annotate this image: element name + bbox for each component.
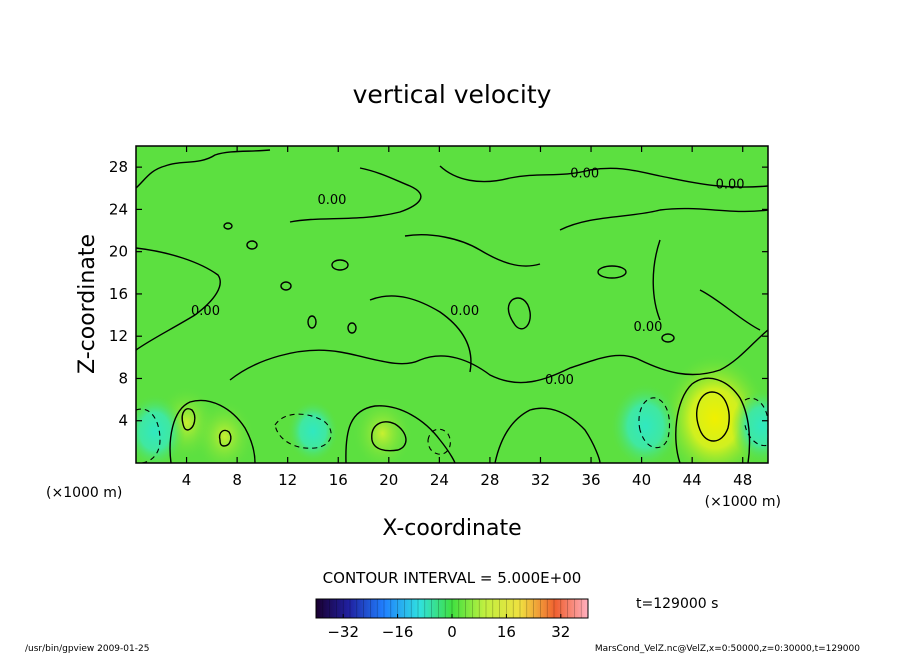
y-tick-label: 4	[118, 412, 128, 430]
x-tick-label: 48	[733, 471, 752, 489]
contour-line	[507, 297, 531, 330]
contour-line	[696, 391, 730, 442]
contour-line	[371, 421, 407, 452]
x-tick-label: 16	[329, 471, 348, 489]
contour-line	[136, 247, 221, 351]
contour-line	[223, 222, 233, 230]
chart-title: vertical velocity	[353, 80, 552, 109]
contour-line	[307, 315, 317, 329]
colorbar-tick-label: 16	[497, 623, 516, 641]
x-unit-left: (×1000 m)	[46, 485, 122, 501]
x-tick-label: 32	[531, 471, 550, 489]
field-negative-4	[136, 393, 186, 463]
y-tick-label: 20	[109, 243, 128, 261]
contour-line	[229, 329, 768, 384]
contour-label: 0.00	[633, 320, 662, 335]
field-positive-2	[193, 399, 256, 463]
contour-line	[744, 397, 768, 447]
x-tick-label: 36	[581, 471, 600, 489]
contour-line	[559, 207, 768, 231]
field-negative-7	[731, 388, 768, 463]
contour-label-group: 0.00 0.00 0.00 0.00 0.00 0.00 0.00	[191, 167, 745, 388]
contour-line	[699, 289, 761, 331]
contour-label: 0.00	[317, 193, 346, 208]
contour-lines	[136, 149, 768, 463]
footer-left: /usr/bin/gpview 2009-01-25	[25, 644, 149, 654]
plot-area: 0.000.000.000.000.000.000.00 4 8 12 16 20 24 2…	[109, 145, 769, 489]
colorbar-ticks: −32 −16 0 16 32	[327, 614, 570, 641]
x-tick-label: 8	[232, 471, 242, 489]
contour-line	[136, 408, 161, 463]
y-axis-label: Z-coordinate	[75, 234, 100, 374]
x-tick-label: 4	[182, 471, 192, 489]
contour-line	[675, 377, 751, 463]
y-tick-label: 8	[118, 369, 128, 387]
y-tick-label: 24	[109, 200, 128, 218]
plot-frame	[135, 145, 769, 464]
contour-line	[439, 165, 768, 188]
contour-line	[345, 405, 456, 463]
field-negative-6	[610, 382, 681, 463]
x-tick-label: 40	[632, 471, 651, 489]
contour-label: 0.00	[191, 304, 220, 319]
contour-line	[246, 240, 258, 250]
contour-line	[494, 407, 601, 463]
contour-line	[181, 408, 196, 431]
contour-line	[274, 413, 332, 449]
field-positive-3	[351, 396, 414, 463]
x-tick-label: 44	[683, 471, 702, 489]
x-unit-right: (×1000 m)	[705, 494, 781, 510]
contour-line	[369, 295, 472, 373]
negative-contours	[136, 397, 768, 463]
contour-label: 0.00	[450, 304, 479, 319]
time-label: t=129000 s	[636, 596, 718, 612]
y-tick-label: 28	[109, 158, 128, 176]
colorbar-tick-label: −16	[382, 623, 414, 641]
contour-interval: CONTOUR INTERVAL = 5.000E+00	[323, 569, 582, 587]
contour-line	[347, 322, 357, 334]
footer-right: MarsCond_VelZ.nc@VelZ,x=0:50000,z=0:3000…	[595, 644, 860, 654]
y-tick-label: 12	[109, 327, 128, 345]
field-negative-5	[287, 399, 339, 463]
contour-line	[218, 429, 232, 447]
colorbar-tick-label: 0	[447, 623, 457, 641]
x-axis-label: X-coordinate	[382, 516, 521, 541]
contour-line	[597, 265, 627, 279]
contour-label: 0.00	[716, 177, 745, 192]
contour-line	[331, 259, 349, 271]
x-tick-label: 28	[480, 471, 499, 489]
colorbar-tick-label: −32	[327, 623, 359, 641]
contour-label: 0.00	[545, 373, 574, 388]
contour-line	[280, 281, 292, 291]
contour-line	[169, 399, 256, 463]
contour-line	[661, 333, 675, 343]
x-tick-label: 12	[278, 471, 297, 489]
contour-line	[404, 234, 541, 267]
contour-line	[289, 167, 422, 223]
colorbar: −32 −16 0 16 32	[315, 598, 589, 641]
x-tick-label: 24	[430, 471, 449, 489]
contour-label: 0.00	[570, 167, 599, 182]
x-tick-label: 20	[379, 471, 398, 489]
contour-line	[136, 149, 271, 189]
y-tick-label: 16	[109, 285, 128, 303]
contour-line	[652, 239, 661, 321]
contour-line	[427, 428, 451, 455]
colorbar-tick-label: 32	[551, 623, 570, 641]
